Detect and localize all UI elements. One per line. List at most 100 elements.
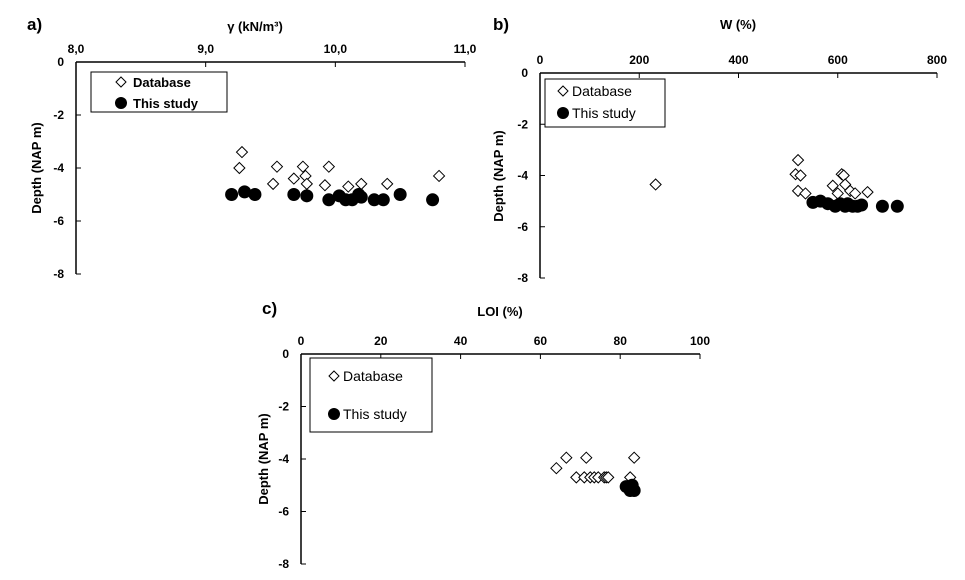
x-tick-label: 800 bbox=[927, 53, 947, 67]
y-tick-label: -4 bbox=[517, 169, 528, 183]
chart-panel-1: 8,0 9,0 10,0 11,0 0 -2 -4 -6 -8 γ (kN/m³) Depth (N… bbox=[27, 15, 477, 281]
x-tick-label: 10,0 bbox=[324, 42, 348, 56]
this-study-point bbox=[426, 193, 440, 207]
legend-this-study-marker bbox=[115, 97, 127, 109]
x-tick-label: 200 bbox=[629, 53, 649, 67]
legend-this-study-label: This study bbox=[343, 406, 407, 422]
database-point bbox=[270, 160, 284, 173]
panel-label: b) bbox=[493, 15, 509, 34]
database-point bbox=[794, 169, 807, 182]
database-point bbox=[627, 451, 641, 464]
legend-this-study-label: This study bbox=[133, 96, 199, 111]
database-point bbox=[266, 177, 280, 191]
database-point bbox=[233, 161, 246, 175]
database-point bbox=[300, 177, 314, 191]
database-point bbox=[848, 187, 862, 200]
legend-this-study-marker bbox=[328, 408, 340, 420]
y-axis-title: Depth (NAP m) bbox=[29, 122, 44, 213]
x-tick-label: 20 bbox=[374, 334, 388, 348]
x-tick-label: 60 bbox=[534, 334, 548, 348]
y-axis-title: Depth (NAP m) bbox=[491, 130, 506, 221]
this-study-point bbox=[367, 193, 381, 207]
y-tick-label: 0 bbox=[282, 347, 289, 361]
panel-label: a) bbox=[27, 15, 42, 34]
x-tick-label: 0 bbox=[298, 334, 305, 348]
x-tick-label: 100 bbox=[690, 334, 710, 348]
this-study-point bbox=[248, 188, 262, 201]
x-tick-label: 8,0 bbox=[68, 42, 85, 56]
legend-database-marker bbox=[328, 370, 340, 382]
this-study-point bbox=[225, 188, 239, 201]
legend-this-study-marker bbox=[557, 107, 569, 119]
this-study-point bbox=[627, 484, 641, 497]
legend-database-label: Database bbox=[572, 83, 632, 99]
legend: Database This study bbox=[544, 78, 666, 128]
database-point bbox=[322, 160, 336, 173]
x-axis-title: W (%) bbox=[720, 17, 756, 32]
legend-database-label: Database bbox=[343, 368, 403, 384]
database-point bbox=[791, 153, 805, 167]
database-point bbox=[602, 471, 615, 484]
database-point bbox=[560, 451, 573, 464]
database-point bbox=[550, 461, 563, 475]
this-study-point bbox=[287, 188, 301, 201]
panel-label: c) bbox=[262, 299, 277, 318]
this-study-point bbox=[238, 185, 252, 199]
database-point bbox=[861, 185, 874, 199]
this-study-point bbox=[855, 198, 869, 212]
this-study-point bbox=[393, 188, 407, 201]
y-axis-title: Depth (NAP m) bbox=[256, 413, 271, 504]
chart-panel-3: 0 20 40 60 80 100 0 -2 -4 -6 -8 LOI (%) Depth (NAP m… bbox=[256, 299, 710, 571]
legend: Database This study bbox=[90, 71, 228, 113]
x-tick-label: 80 bbox=[614, 334, 628, 348]
database-point bbox=[355, 177, 368, 191]
database-point bbox=[380, 177, 394, 191]
legend-database-marker bbox=[557, 85, 569, 97]
y-tick-label: -2 bbox=[53, 108, 64, 122]
database-point bbox=[649, 178, 662, 191]
y-tick-label: -6 bbox=[517, 220, 528, 234]
y-tick-label: -2 bbox=[278, 400, 289, 414]
database-point bbox=[580, 451, 593, 464]
y-tick-label: -4 bbox=[278, 452, 289, 466]
x-axis-title: γ (kN/m³) bbox=[227, 19, 283, 34]
database-point bbox=[235, 145, 249, 159]
legend: Database This study bbox=[309, 357, 433, 433]
this-study-point bbox=[322, 193, 336, 207]
x-axis-title: LOI (%) bbox=[477, 304, 523, 319]
y-tick-label: -2 bbox=[517, 117, 528, 131]
this-study-point bbox=[875, 199, 889, 213]
database-point bbox=[826, 179, 839, 192]
this-study-point bbox=[376, 193, 390, 207]
legend-this-study-label: This study bbox=[572, 105, 636, 121]
database-point bbox=[296, 160, 310, 173]
y-tick-label: -8 bbox=[517, 271, 528, 285]
database-point bbox=[432, 169, 446, 183]
database-point bbox=[318, 179, 332, 192]
x-tick-label: 11,0 bbox=[454, 42, 477, 56]
legend-database-marker bbox=[115, 76, 127, 88]
y-tick-label: -4 bbox=[53, 161, 64, 175]
legend-box bbox=[309, 357, 433, 433]
database-point bbox=[287, 172, 301, 185]
y-tick-label: -8 bbox=[278, 557, 289, 571]
y-tick-label: 0 bbox=[57, 55, 64, 69]
x-tick-label: 9,0 bbox=[197, 42, 214, 56]
chart-panel-2: 0 200 400 600 800 0 -2 -4 -6 -8 W (%) Depth (NAP m)… bbox=[491, 15, 947, 285]
legend-box bbox=[90, 71, 228, 113]
x-tick-label: 40 bbox=[454, 334, 468, 348]
y-tick-label: 0 bbox=[521, 66, 528, 80]
this-study-point bbox=[890, 199, 904, 213]
this-study-point bbox=[354, 190, 368, 204]
x-tick-label: 600 bbox=[828, 53, 848, 67]
y-tick-label: -6 bbox=[278, 505, 289, 519]
legend-box bbox=[544, 78, 666, 128]
y-tick-label: -6 bbox=[53, 214, 64, 228]
x-tick-label: 0 bbox=[537, 53, 544, 67]
database-point bbox=[799, 187, 812, 200]
legend-database-label: Database bbox=[133, 75, 191, 90]
x-tick-label: 400 bbox=[728, 53, 748, 67]
database-point bbox=[342, 180, 355, 193]
y-tick-label: -8 bbox=[53, 267, 64, 281]
